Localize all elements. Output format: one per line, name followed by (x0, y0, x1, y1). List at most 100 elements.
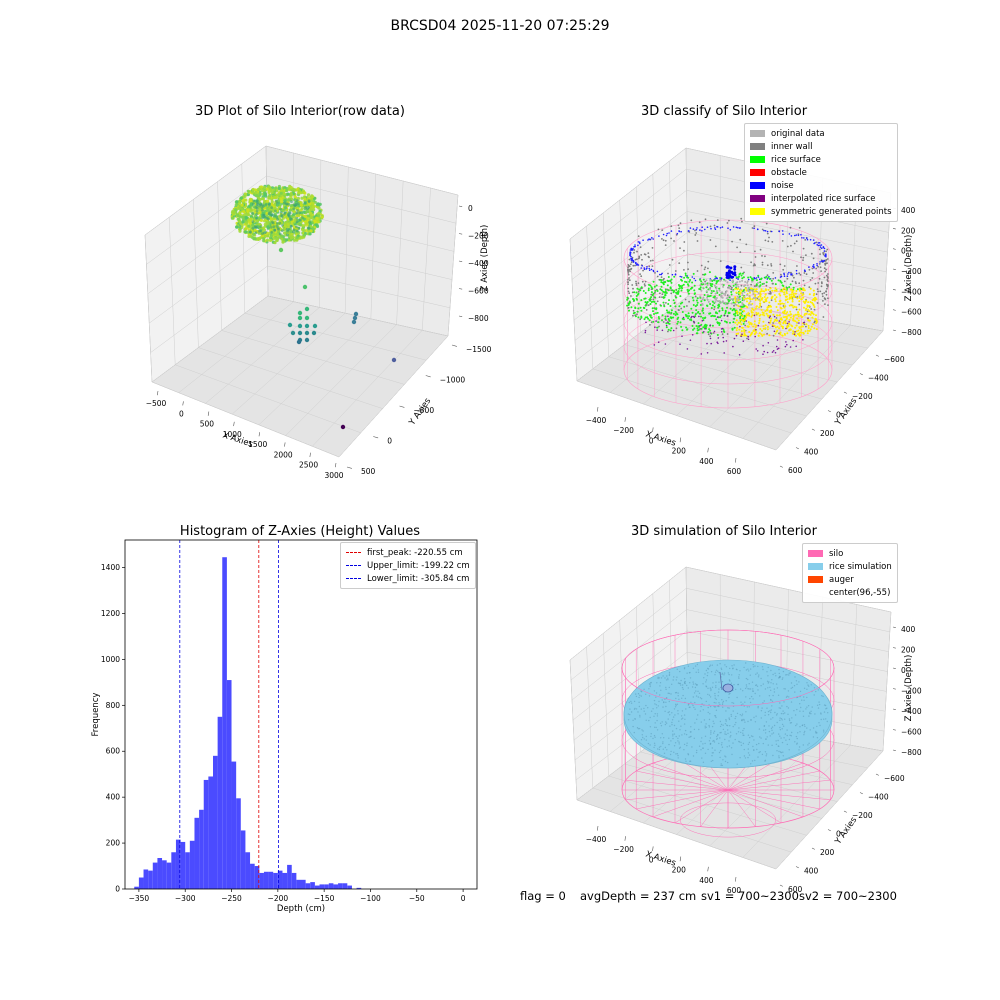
rice-surface-point (677, 290, 680, 292)
inner-wall-point (766, 332, 768, 335)
rice-simulation-point (677, 710, 679, 712)
rice-surface-point (693, 327, 696, 330)
rice-simulation-point (673, 724, 676, 727)
histogram-bar (157, 858, 163, 889)
rice-simulation-point (648, 695, 651, 697)
inner-wall-point (783, 265, 786, 267)
inner-wall-point (808, 268, 811, 271)
symmetric-point (740, 330, 743, 333)
rice-simulation-point (716, 737, 718, 740)
point (255, 194, 259, 198)
grid-line (775, 750, 884, 870)
inner-wall-point (770, 299, 773, 302)
inner-wall-point (687, 261, 689, 264)
grid-line (267, 265, 451, 309)
symmetric-point (794, 326, 797, 329)
rice-surface-point (626, 296, 629, 299)
inner-wall-point (630, 267, 633, 270)
original-point (722, 285, 725, 288)
rice-simulation-point (659, 722, 662, 724)
rice-simulation-point (767, 675, 769, 677)
rice-simulation-point (714, 697, 716, 699)
interpolated-point (655, 320, 657, 322)
rice-surface-point (709, 294, 712, 297)
inner-wall-point (662, 239, 665, 242)
interpolated-point (664, 343, 667, 345)
point (276, 193, 280, 197)
symmetric-point (807, 324, 810, 327)
rice-simulation-point (772, 717, 774, 719)
rice-simulation-point (756, 748, 758, 751)
rice-simulation-point (649, 682, 652, 684)
rice-simulation-point (714, 715, 717, 717)
rice-surface-point (750, 277, 753, 280)
point (258, 192, 262, 196)
interpolated-point (771, 351, 774, 353)
rice-simulation-point (683, 723, 686, 725)
rice-surface-point (703, 294, 706, 296)
histogram-bar (148, 870, 153, 889)
inner-wall-point (690, 219, 693, 222)
inner-wall-point (820, 270, 822, 272)
rice-simulation-point (796, 723, 798, 725)
rice-simulation-point (755, 715, 757, 717)
rice-simulation-point (813, 694, 815, 696)
rice-simulation-point (749, 668, 752, 670)
rice-simulation-point (747, 688, 749, 690)
rice-simulation-point (662, 741, 664, 743)
point (296, 339, 302, 345)
rice-simulation-point (732, 725, 734, 728)
noise-point (652, 238, 654, 240)
grid-line (569, 659, 578, 801)
rice-surface-point (723, 278, 726, 281)
sv1-text: sv1 = 700~2300 (701, 889, 799, 903)
noise-point (816, 264, 818, 267)
inner-wall-point (678, 227, 681, 230)
point (251, 212, 254, 215)
noise-point (808, 266, 810, 268)
rice-simulation-point (730, 735, 732, 737)
inner-wall-point (661, 296, 663, 298)
rice-simulation-point (787, 713, 789, 715)
rice-simulation-point (768, 725, 770, 727)
noise-point (803, 237, 805, 239)
rice-simulation-point (715, 698, 717, 701)
inner-wall-point (667, 330, 669, 333)
symmetric-point (754, 299, 757, 301)
symmetric-point (740, 307, 743, 310)
rice-surface-point (690, 319, 693, 322)
rice-simulation-point (718, 671, 720, 674)
original-point (746, 289, 749, 292)
rice-surface-point (676, 292, 679, 295)
rice-surface-point (661, 319, 663, 322)
point (300, 207, 304, 211)
point (252, 232, 256, 236)
rice-simulation-point (765, 721, 768, 723)
rice-simulation-point (802, 710, 804, 712)
rice-simulation-point (652, 737, 654, 740)
interpolated-point (725, 340, 728, 342)
y-tick-label: 800 (106, 701, 121, 710)
legend-label: Upper_limit: -199.22 cm (367, 560, 470, 571)
rice-simulation-point (760, 685, 762, 687)
rice-surface-point (647, 287, 650, 290)
point (246, 189, 250, 193)
inner-wall-point (826, 276, 829, 278)
symmetric-point (795, 330, 798, 333)
inner-wall-point (716, 219, 719, 222)
noise-point (691, 276, 694, 278)
histogram-bar (319, 884, 325, 889)
grid-line (267, 295, 449, 337)
interpolated-point (699, 324, 701, 327)
rice-surface-point (681, 329, 684, 332)
rice-simulation-point (761, 707, 763, 709)
symmetric-point (735, 291, 738, 294)
inner-wall-point (713, 308, 716, 311)
inner-wall-point (703, 268, 706, 271)
z-tick-label: −800 (468, 314, 489, 323)
rice-simulation-point (729, 667, 731, 670)
point (272, 232, 276, 236)
symmetric-point (743, 310, 746, 313)
rice-surface-point (667, 276, 670, 278)
rice-surface-point (768, 278, 771, 280)
